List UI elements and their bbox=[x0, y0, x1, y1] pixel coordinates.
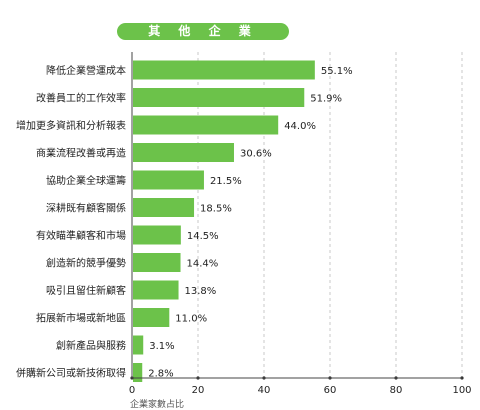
bar bbox=[133, 308, 170, 327]
category-label: 協助企業全球運籌 bbox=[46, 174, 126, 187]
value-label: 30.6% bbox=[240, 149, 272, 160]
bar bbox=[133, 225, 181, 245]
value-label: 13.8% bbox=[185, 286, 217, 297]
value-label: 55.1% bbox=[321, 66, 353, 77]
category-label: 改善員工的工作效率 bbox=[36, 92, 126, 105]
axis-layer: 0 20 40 60 80 100 bbox=[129, 52, 472, 396]
bar bbox=[133, 335, 144, 355]
value-label: 3.1% bbox=[149, 341, 174, 352]
value-label: 2.8% bbox=[148, 369, 173, 380]
category-label: 有效瞄準顧客和市場 bbox=[36, 229, 126, 242]
value-label: 51.9% bbox=[310, 94, 342, 105]
category-label: 深耕既有顧客關係 bbox=[46, 202, 126, 215]
value-label: 21.5% bbox=[210, 176, 242, 187]
category-label: 創新產品與服務 bbox=[56, 339, 126, 352]
bar bbox=[133, 143, 234, 162]
x-tick-label: 100 bbox=[452, 385, 471, 396]
category-label: 創造新的競爭優勢 bbox=[46, 257, 126, 270]
bar bbox=[133, 115, 279, 135]
x-tick-label: 60 bbox=[324, 385, 337, 396]
bar bbox=[133, 363, 143, 382]
category-label: 吸引且留住新顧客 bbox=[46, 284, 126, 297]
value-label: 11.0% bbox=[175, 314, 207, 325]
x-tick-label: 20 bbox=[192, 385, 205, 396]
bar bbox=[133, 60, 315, 80]
x-axis-title: 企業家數占比 bbox=[130, 398, 184, 410]
category-label: 降低企業營運成本 bbox=[46, 64, 126, 77]
bar bbox=[133, 88, 305, 107]
chart-title: 其 他 企 業 bbox=[117, 23, 289, 40]
category-label: 商業流程改善或再造 bbox=[36, 147, 126, 160]
category-label: 增加更多資訊和分析報表 bbox=[16, 119, 126, 132]
category-label: 拓展新市場或新地區 bbox=[36, 312, 126, 325]
x-tick-label: 0 bbox=[129, 385, 135, 396]
bar bbox=[133, 198, 195, 217]
label-layer: 降低企業營運成本 55.1% 改善員工的工作效率 51.9% 增加更多資訊和分析報表 44… bbox=[16, 64, 353, 380]
value-label: 14.4% bbox=[187, 259, 219, 270]
x-tick-label: 40 bbox=[258, 385, 271, 396]
value-label: 44.0% bbox=[284, 121, 316, 132]
bar bbox=[133, 280, 179, 300]
x-tick-label: 80 bbox=[390, 385, 403, 396]
bar bbox=[133, 170, 204, 190]
bar-layer bbox=[133, 60, 315, 382]
category-label: 併購新公司或新技術取得 bbox=[16, 367, 126, 380]
value-label: 18.5% bbox=[200, 204, 232, 215]
value-label: 14.5% bbox=[187, 231, 219, 242]
bar bbox=[133, 253, 181, 272]
